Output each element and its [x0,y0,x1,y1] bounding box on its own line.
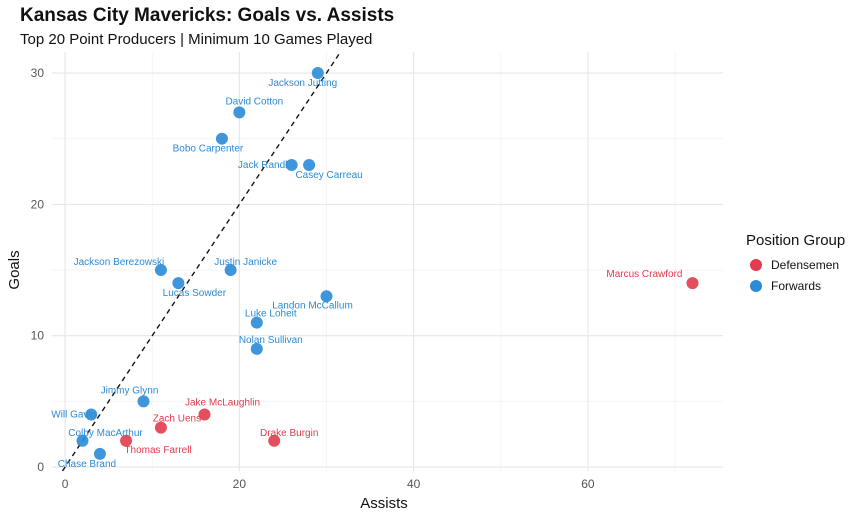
data-point-forwards [172,277,185,290]
data-point-forwards [311,67,324,80]
point-label: Zach Uens [153,414,201,425]
point-label: David Cotton [225,96,283,107]
legend-title: Position Group [746,232,846,249]
y-tick-label: 10 [31,329,45,343]
legend-swatch-defensemen [750,258,762,271]
data-point-forwards [250,342,263,355]
data-point-forwards [85,408,98,421]
point-label: Drake Burgin [260,428,318,439]
x-tick-labels: 0 20 40 60 [62,477,595,491]
point-label: Jake McLaughlin [185,398,260,409]
point-label: Jackson Berezowski [74,257,165,268]
y-axis-title: Goals [6,250,23,289]
point-label: Nolan Sullivan [239,335,303,346]
y-tick-label: 20 [31,197,45,211]
data-point-forwards [93,447,106,460]
x-tick-label: 60 [581,477,595,491]
data-point-forwards [303,158,316,171]
data-point-forwards [137,395,150,408]
data-point-defensemen [120,434,133,447]
point-label: Marcus Crawford [606,269,682,280]
x-tick-label: 20 [233,477,247,491]
y-tick-labels: 0 10 20 30 [31,66,45,474]
point-label: Bobo Carpenter [173,144,244,155]
legend-label-forwards: Forwards [771,279,822,293]
data-points [76,67,699,460]
point-label: Lucas Sowder [163,288,227,299]
data-point-defensemen [268,434,281,447]
data-point-forwards [320,290,333,303]
data-point-forwards [76,434,89,447]
point-label: Luke Loheit [245,309,297,320]
legend-item-defensemen: Defensemen [750,256,839,274]
legend-swatch-forwards [750,279,762,292]
point-label: Landon McCallum [272,300,353,311]
grid-major [52,52,723,471]
data-point-forwards [215,132,228,145]
data-point-forwards [224,264,237,277]
chart-subtitle: Top 20 Point Producers | Minimum 10 Game… [20,31,373,48]
data-point-defensemen [686,277,699,290]
point-labels: Marcus Crawford Jake McLaughlin Zach Uens T… [51,78,682,470]
data-point-defensemen [154,421,167,434]
data-point-forwards [250,316,263,329]
point-label: Will Gavin [51,410,96,421]
legend-item-forwards: Forwards [750,277,821,295]
point-label: Colby MacArthur [68,428,143,439]
point-label: Chase Brand [58,459,116,470]
legend-label-defensemen: Defensemen [771,258,840,272]
data-point-forwards [154,264,167,277]
y-tick-label: 0 [37,460,44,474]
point-label: Jack Randl [238,160,287,171]
point-label: Thomas Farrell [124,445,191,456]
data-point-forwards [233,106,246,119]
reference-line-group [61,51,342,472]
point-label: Justin Janicke [214,257,277,268]
data-point-defensemen [198,408,211,421]
data-point-forwards [285,158,298,171]
point-label: Casey Carreau [295,170,362,181]
reference-line [61,51,342,472]
x-axis-title: Assists [360,495,408,512]
y-tick-label: 30 [31,66,45,80]
chart-title: Kansas City Mavericks: Goals vs. Assists [20,5,395,26]
x-tick-label: 40 [407,477,421,491]
x-tick-label: 0 [62,477,69,491]
point-label: Jackson Jutting [268,78,337,89]
point-label: Jimmy Glynn [101,385,159,396]
